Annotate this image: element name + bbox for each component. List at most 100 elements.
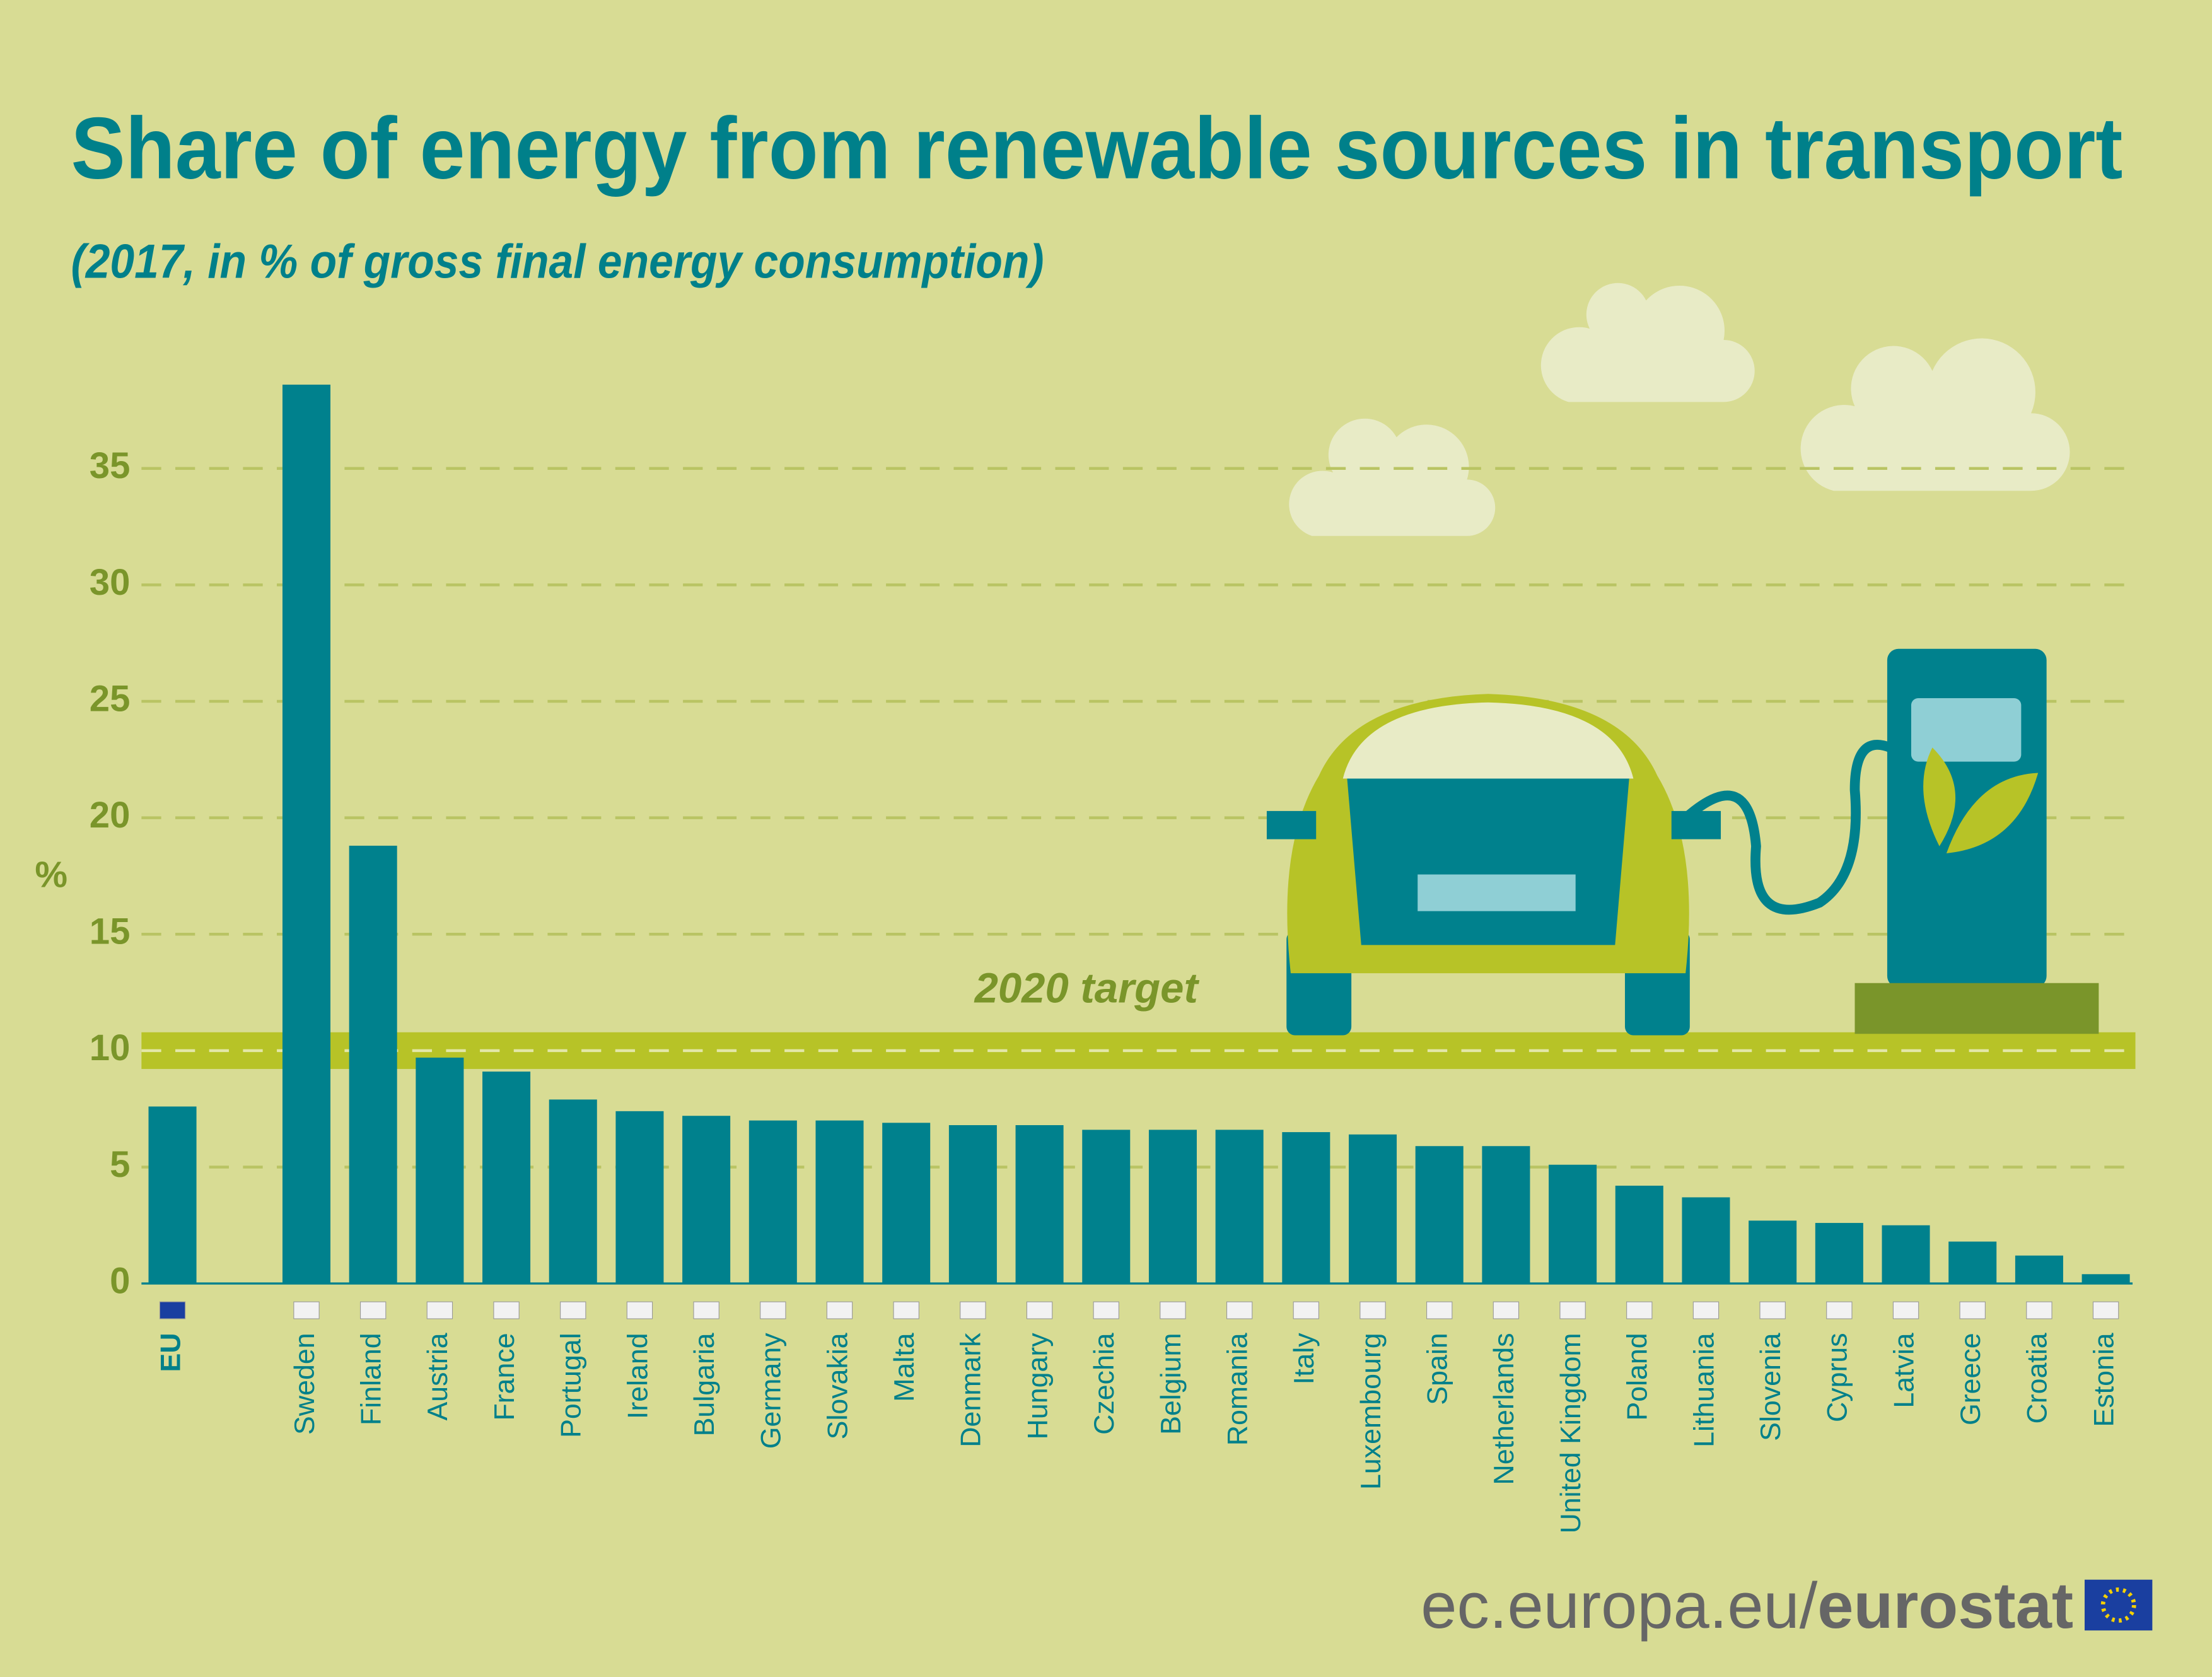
footer-site: ec.europa.eu/ <box>1421 1569 1817 1642</box>
x-tick-label: Hungary <box>1022 1333 1053 1440</box>
bar <box>1215 1130 1264 1284</box>
chart-title: Share of energy from renewable sources i… <box>71 100 2123 197</box>
bar <box>549 1099 597 1284</box>
flag <box>1692 1301 1720 1319</box>
x-tick-label: Malta <box>889 1333 920 1401</box>
flag <box>1559 1301 1586 1319</box>
x-tick-label: Luxembourg <box>1356 1333 1387 1490</box>
pump-hose <box>1682 740 1892 915</box>
flag <box>693 1301 719 1319</box>
x-tick-label: Estonia <box>2088 1333 2119 1427</box>
cloud <box>1540 283 1755 402</box>
x-tick-label: Slovakia <box>822 1333 853 1439</box>
bar <box>416 1057 464 1284</box>
flag <box>893 1301 919 1319</box>
plot-area: 0 5 10 15 20 25 30 35 2020 target EU Sweden Finland… <box>90 384 2136 1534</box>
car-plate <box>1417 874 1576 911</box>
eu-logo <box>2085 1579 2153 1631</box>
car-window <box>1342 702 1634 779</box>
x-tick-label: Cyprus <box>1822 1333 1853 1422</box>
bar <box>1415 1146 1464 1284</box>
bar <box>482 1072 531 1284</box>
leaf <box>1946 773 2039 853</box>
x-tick-label: Belgium <box>1156 1333 1187 1435</box>
bar <box>1015 1125 1064 1284</box>
chart-subtitle: (2017, in % of gross final energy consum… <box>71 235 1044 289</box>
y-tick-label: 10 <box>90 1027 131 1068</box>
flag <box>426 1301 453 1319</box>
x-tick-label: Finland <box>356 1333 387 1425</box>
eu-stars <box>2100 1587 2136 1623</box>
bar <box>748 1120 797 1284</box>
bar <box>615 1111 664 1284</box>
flag <box>760 1301 786 1319</box>
bar <box>682 1116 731 1284</box>
y-tick-label: 5 <box>110 1144 130 1185</box>
bar <box>1749 1220 1797 1284</box>
flag <box>1759 1301 1786 1319</box>
y-tick-label: 15 <box>90 911 131 952</box>
bar <box>1948 1241 1997 1284</box>
bar <box>1615 1185 1663 1284</box>
x-tick-label: Czechia <box>1089 1333 1120 1435</box>
cloud <box>1800 338 2070 491</box>
bar <box>1082 1130 1131 1284</box>
bar <box>2015 1255 2063 1284</box>
bar <box>948 1125 997 1284</box>
x-tick-label: Romania <box>1222 1333 1253 1446</box>
flag <box>293 1301 320 1319</box>
flag <box>493 1301 520 1319</box>
x-tick-label: Germany <box>756 1333 787 1449</box>
flag <box>1826 1301 1853 1319</box>
flag <box>1493 1301 1520 1319</box>
flag <box>2026 1301 2052 1319</box>
flag <box>1160 1301 1186 1319</box>
x-tick-label: Bulgaria <box>689 1333 720 1436</box>
x-tick-label: Ireland <box>622 1333 653 1419</box>
bar <box>2081 1274 2130 1284</box>
pump-base <box>1854 983 2099 1034</box>
bar <box>1815 1223 1863 1284</box>
y-tick-label: 30 <box>90 562 131 603</box>
leaf <box>1923 747 1956 846</box>
x-tick-label: Denmark <box>956 1333 987 1447</box>
flag <box>1026 1301 1053 1319</box>
bar <box>1882 1225 1930 1284</box>
target-label: 2020 target <box>974 965 1200 1012</box>
x-tick-label: EU <box>155 1333 186 1372</box>
x-tick-label: France <box>489 1333 520 1420</box>
x-tick-label: Italy <box>1289 1333 1320 1385</box>
x-tick-label: Croatia <box>2022 1333 2053 1423</box>
bar <box>282 384 331 1284</box>
flag <box>1426 1301 1453 1319</box>
bar <box>882 1123 931 1284</box>
bar <box>148 1106 197 1284</box>
y-axis-label: % <box>35 854 67 895</box>
cloud <box>1289 418 1496 536</box>
y-tick-label: 25 <box>90 678 131 719</box>
car-trunk <box>1347 778 1629 945</box>
flag <box>1226 1301 1253 1319</box>
flag <box>1626 1301 1653 1319</box>
y-tick-label: 35 <box>90 445 131 486</box>
flag <box>626 1301 653 1319</box>
footer-brand: eurostat <box>1817 1569 2073 1642</box>
x-tick-label: Austria <box>422 1333 453 1420</box>
x-tick-label: Netherlands <box>1489 1333 1520 1485</box>
bar <box>1482 1146 1530 1284</box>
flag <box>826 1301 853 1319</box>
flag <box>1959 1301 1986 1319</box>
flag <box>960 1301 986 1319</box>
x-tick-label: Poland <box>1622 1333 1653 1420</box>
flag <box>1359 1301 1386 1319</box>
y-tick-label: 20 <box>90 795 131 836</box>
x-tick-label: United Kingdom <box>1556 1333 1586 1533</box>
flag <box>1892 1301 1919 1319</box>
bar <box>1549 1164 1597 1284</box>
bar <box>1349 1134 1397 1284</box>
pump-screen <box>1911 698 2022 762</box>
bar <box>349 845 397 1284</box>
x-tick-label: Slovenia <box>1755 1333 1786 1441</box>
bar <box>1682 1197 1730 1284</box>
